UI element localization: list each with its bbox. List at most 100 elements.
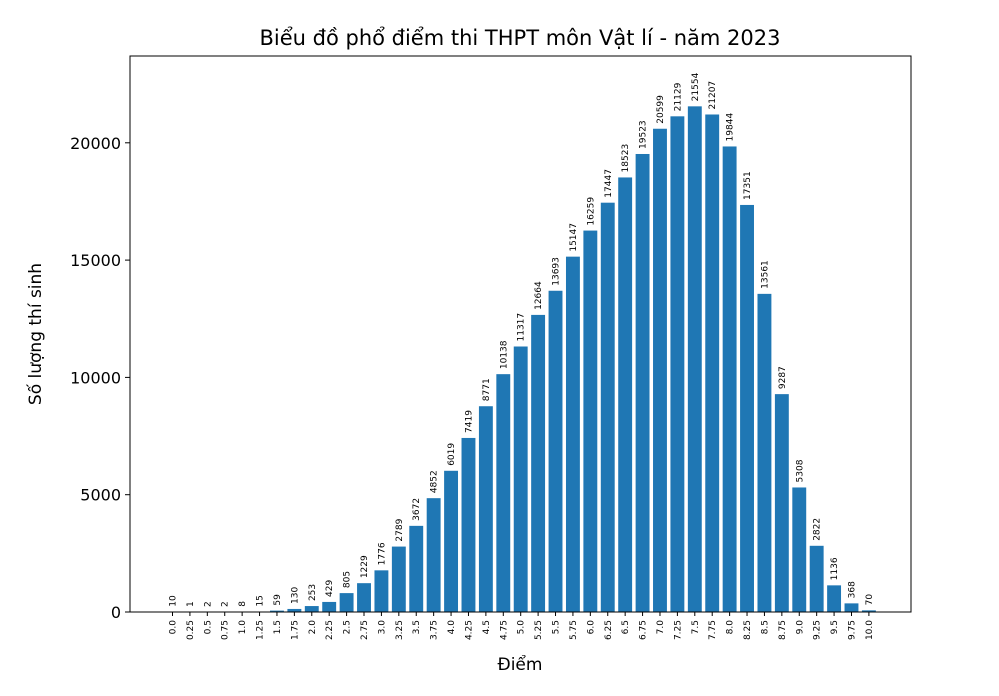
bar-6.75 — [635, 153, 650, 613]
bar-4.25 — [461, 437, 476, 612]
bar-3.5 — [409, 525, 424, 612]
data-label: 9287 — [778, 366, 788, 389]
x-tick-label: 5.25 — [534, 620, 544, 640]
data-label: 21207 — [708, 81, 718, 110]
data-label: 2 — [203, 601, 213, 607]
x-tick-label: 7.75 — [708, 620, 718, 640]
x-tick-label: 8.0 — [726, 620, 736, 635]
bar-1.75 — [287, 608, 302, 612]
x-tick-label: 8.75 — [778, 620, 788, 640]
x-tick-label: 1.25 — [256, 620, 266, 640]
x-tick-label: 1.5 — [273, 620, 283, 634]
data-label: 21554 — [691, 72, 701, 101]
data-label: 1776 — [377, 542, 387, 565]
data-label: 10 — [169, 595, 179, 607]
bar-9.5 — [827, 585, 842, 612]
data-label: 70 — [865, 594, 875, 606]
x-tick-label: 0.5 — [203, 620, 213, 634]
bar-7.0 — [653, 128, 667, 612]
x-tick-label: 5.75 — [569, 620, 579, 640]
data-label: 2789 — [395, 518, 405, 541]
y-tick-label: 5000 — [80, 486, 121, 505]
plot-frame — [129, 55, 912, 613]
data-label: 11317 — [517, 313, 527, 342]
data-label: 7419 — [464, 410, 474, 433]
x-tick-label: 7.5 — [691, 620, 701, 634]
data-label: 2 — [221, 601, 231, 607]
bar-5.0 — [513, 346, 528, 612]
x-tick-label: 4.5 — [482, 620, 492, 634]
data-label: 130 — [290, 586, 300, 603]
data-label: 8771 — [482, 378, 492, 401]
bar-9.25 — [809, 545, 824, 612]
bar-5.5 — [548, 290, 563, 612]
data-label: 8 — [238, 601, 248, 607]
bar-7.5 — [687, 106, 702, 612]
data-label: 6019 — [447, 443, 457, 466]
chart-title: Biểu đồ phổ điểm thi THPT môn Vật lí - n… — [259, 26, 780, 50]
x-tick-label: 3.5 — [412, 620, 422, 634]
x-tick-label: 9.0 — [795, 620, 805, 635]
bar-8.25 — [740, 204, 754, 612]
x-tick-label: 0.0 — [169, 620, 179, 635]
x-axis: 0.0 0.25 0.5 0.75 1.0 1.25 1.5 1.75 2.0 2.25 2.5 2.… — [169, 612, 875, 640]
x-tick-label: 5.0 — [517, 620, 527, 635]
data-label: 805 — [343, 571, 353, 588]
x-tick-label: 2.0 — [308, 620, 318, 635]
y-axis: 0 5000 10000 15000 20000 — [70, 134, 130, 622]
bar-2.5 — [339, 593, 354, 612]
x-tick-label: 7.0 — [656, 620, 666, 635]
bar-8.0 — [722, 146, 737, 612]
data-label: 18523 — [621, 144, 631, 173]
bar-10.0 — [861, 610, 876, 612]
bar-3.0 — [374, 570, 389, 612]
data-label: 13561 — [760, 260, 770, 289]
bar-4.75 — [496, 374, 511, 612]
x-tick-label: 8.25 — [743, 620, 753, 640]
bar-4.5 — [478, 406, 493, 612]
x-tick-label: 3.25 — [395, 620, 405, 640]
data-label: 19523 — [639, 120, 649, 149]
x-tick-label: 6.75 — [639, 620, 649, 640]
x-tick-label: 5.5 — [552, 620, 562, 634]
bars-group — [165, 106, 876, 613]
data-label: 17447 — [604, 169, 614, 198]
x-tick-label: 2.5 — [343, 620, 353, 634]
x-tick-label: 6.0 — [586, 620, 596, 635]
bar-2.0 — [304, 606, 319, 612]
y-axis-label: Số lượng thí sinh — [25, 263, 46, 405]
y-tick-label: 15000 — [70, 251, 121, 270]
data-label: 13693 — [552, 257, 562, 286]
data-label: 253 — [308, 584, 318, 601]
bar-5.25 — [531, 314, 546, 612]
data-labels-group: 10 1 2 2 8 15 59 130 253 429 805 1229 1776 2789 3672 48… — [169, 72, 875, 607]
data-label: 3672 — [412, 498, 422, 521]
x-tick-label: 3.0 — [377, 620, 387, 635]
y-tick-label: 10000 — [70, 368, 121, 387]
bar-7.75 — [705, 114, 720, 613]
x-tick-label: 1.0 — [238, 620, 248, 635]
data-label: 59 — [273, 594, 283, 606]
bar-3.75 — [426, 498, 441, 612]
x-tick-label: 6.5 — [621, 620, 631, 634]
data-label: 20599 — [656, 95, 666, 124]
x-tick-label: 9.5 — [830, 620, 840, 634]
data-label: 4852 — [430, 470, 440, 493]
x-tick-label: 7.25 — [673, 620, 683, 640]
bar-8.75 — [774, 394, 789, 612]
data-label: 429 — [325, 579, 335, 596]
x-tick-label: 0.25 — [186, 620, 196, 640]
x-tick-label: 4.25 — [464, 620, 474, 640]
bar-2.25 — [322, 601, 337, 612]
x-tick-label: 0.75 — [221, 620, 231, 640]
x-tick-label: 9.75 — [847, 620, 857, 640]
data-label: 15147 — [569, 223, 579, 252]
data-label: 17351 — [743, 171, 753, 200]
y-tick-label: 20000 — [70, 134, 121, 153]
x-tick-label: 9.25 — [813, 620, 823, 640]
bar-7.25 — [670, 116, 685, 612]
bar-6.25 — [600, 202, 615, 612]
bar-6.5 — [618, 177, 633, 612]
x-axis-label: Điểm — [498, 654, 543, 675]
